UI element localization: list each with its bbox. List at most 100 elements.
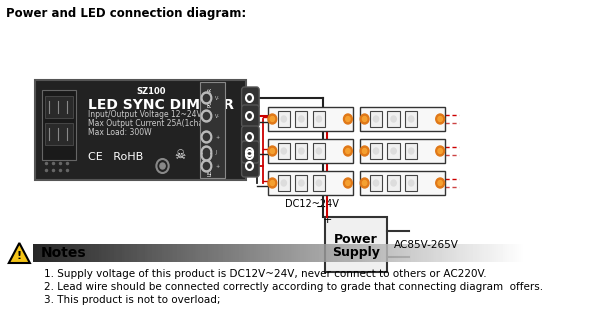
Circle shape [270, 117, 275, 122]
Text: DC12~24V: DC12~24V [285, 199, 339, 209]
Circle shape [281, 116, 286, 122]
Circle shape [201, 146, 212, 158]
Text: +: + [215, 134, 220, 139]
Text: Max Load: 300W: Max Load: 300W [88, 128, 151, 137]
Circle shape [360, 146, 369, 156]
Circle shape [203, 134, 209, 140]
Circle shape [409, 116, 414, 122]
Circle shape [160, 163, 165, 169]
FancyBboxPatch shape [242, 155, 259, 177]
Bar [405, 111, 418, 127]
Circle shape [344, 146, 352, 156]
Text: Supply: Supply [332, 246, 380, 259]
Text: +: + [323, 215, 332, 225]
Circle shape [270, 148, 275, 153]
Bar [405, 143, 418, 159]
Text: !: ! [17, 251, 22, 261]
Circle shape [270, 181, 275, 186]
Text: POWER: POWER [208, 87, 212, 107]
Circle shape [373, 148, 379, 154]
FancyBboxPatch shape [242, 126, 259, 148]
Bar [325, 217, 386, 272]
Circle shape [268, 114, 277, 124]
Text: V-: V- [215, 114, 220, 119]
Circle shape [362, 117, 367, 122]
Circle shape [201, 149, 212, 161]
Circle shape [299, 116, 304, 122]
Circle shape [344, 114, 352, 124]
Circle shape [299, 180, 304, 186]
FancyBboxPatch shape [242, 144, 259, 166]
Circle shape [360, 114, 369, 124]
Circle shape [409, 180, 414, 186]
Circle shape [316, 116, 322, 122]
Circle shape [436, 178, 445, 188]
Bar [278, 143, 290, 159]
Text: ☠: ☠ [174, 149, 185, 162]
Circle shape [268, 146, 277, 156]
Bar [388, 143, 400, 159]
Bar [278, 111, 290, 127]
Circle shape [346, 181, 350, 186]
Polygon shape [9, 243, 30, 263]
Circle shape [281, 148, 286, 154]
Circle shape [203, 148, 209, 155]
Circle shape [362, 181, 367, 186]
Circle shape [409, 148, 414, 154]
Text: V-: V- [215, 95, 220, 100]
Text: l: l [215, 149, 217, 154]
Text: AC85V-265V: AC85V-265V [394, 240, 458, 250]
FancyBboxPatch shape [242, 105, 259, 127]
Text: LED SYNC DIMMER: LED SYNC DIMMER [88, 98, 234, 112]
Text: 2. Lead wire should be connected correctly according to grade that connecting di: 2. Lead wire should be connected correct… [44, 282, 543, 292]
Text: 3. This product is not to overload;: 3. This product is not to overload; [44, 295, 220, 305]
Circle shape [346, 117, 350, 122]
Bar [268, 107, 353, 131]
Bar [388, 111, 400, 127]
Bar [313, 111, 325, 127]
Circle shape [344, 178, 352, 188]
Circle shape [203, 94, 209, 102]
Bar [35, 80, 246, 180]
Bar [278, 175, 290, 191]
Bar [370, 111, 382, 127]
Text: Input/Output Voltage 12~24VDC: Input/Output Voltage 12~24VDC [88, 110, 213, 119]
Bar [45, 96, 73, 118]
Text: Max Output Current 25A(1channel): Max Output Current 25A(1channel) [88, 119, 223, 128]
Text: LED: LED [208, 165, 212, 176]
Circle shape [203, 162, 209, 170]
Bar [370, 143, 382, 159]
Circle shape [203, 113, 209, 120]
Bar [42, 90, 76, 160]
Text: −: − [316, 201, 326, 214]
Circle shape [201, 92, 212, 104]
Circle shape [346, 148, 350, 153]
Text: CE   RoHB: CE RoHB [88, 152, 143, 162]
Bar [295, 111, 307, 127]
Bar [360, 171, 445, 195]
Text: Power and LED connection diagram:: Power and LED connection diagram: [6, 7, 247, 20]
Circle shape [201, 131, 212, 143]
Text: Power: Power [334, 233, 377, 246]
Bar [268, 171, 353, 195]
Circle shape [299, 148, 304, 154]
Bar [360, 139, 445, 163]
Bar [295, 143, 307, 159]
Circle shape [391, 116, 396, 122]
Bar [200, 82, 225, 178]
Bar [405, 175, 418, 191]
Text: Notes: Notes [40, 246, 86, 260]
Circle shape [201, 160, 212, 172]
Circle shape [268, 178, 277, 188]
Bar [268, 139, 353, 163]
Text: +: + [215, 163, 220, 169]
Bar [313, 143, 325, 159]
Bar [295, 175, 307, 191]
Circle shape [201, 110, 212, 122]
FancyBboxPatch shape [242, 87, 259, 109]
Circle shape [438, 181, 442, 186]
Circle shape [436, 146, 445, 156]
Circle shape [373, 180, 379, 186]
Bar [45, 123, 73, 145]
Text: SZ100: SZ100 [136, 87, 166, 96]
